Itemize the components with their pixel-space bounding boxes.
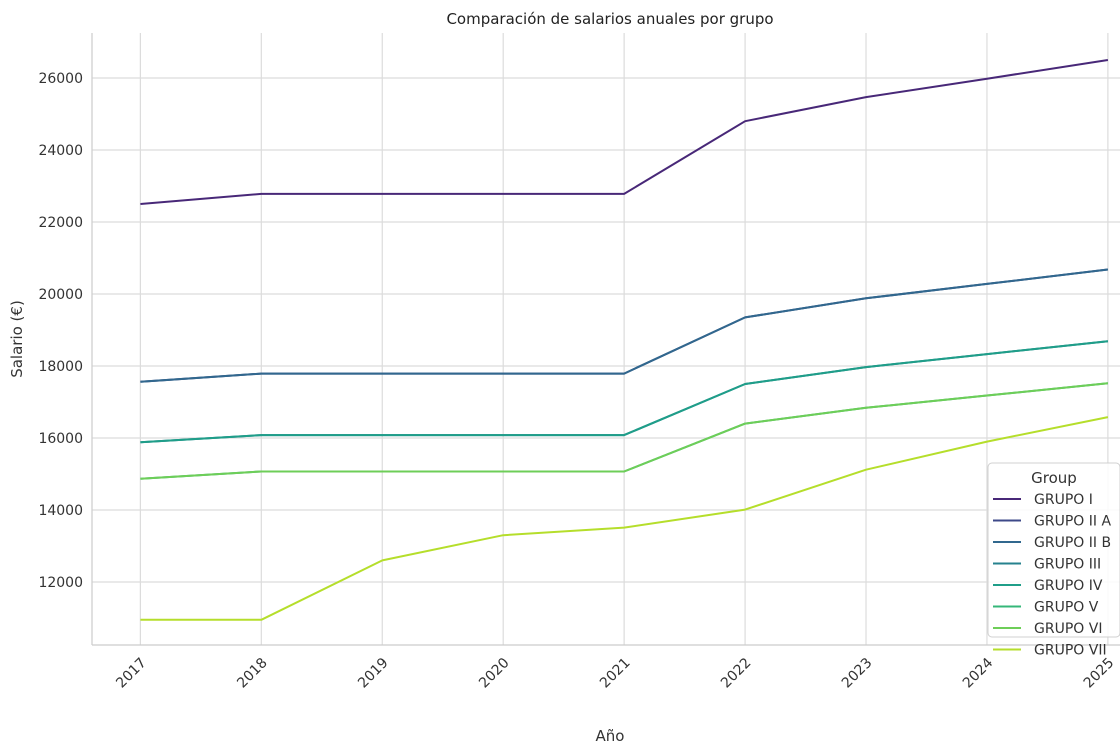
axes	[91, 33, 1120, 646]
legend-label: GRUPO VII	[1034, 643, 1107, 659]
y-tick-label: 26000	[38, 71, 83, 87]
legend-box	[987, 462, 1120, 638]
series-line	[140, 382, 1109, 480]
y-tick-label: 14000	[38, 503, 83, 519]
x-tick-label: 2024	[960, 655, 997, 692]
x-tick-label: 2018	[234, 655, 271, 692]
legend-label: GRUPO II B	[1034, 535, 1111, 551]
y-axis-title: Salario (€)	[8, 300, 26, 378]
x-tick-label: 2020	[476, 655, 513, 692]
legend-label: GRUPO IV	[1034, 578, 1103, 594]
y-tick-label: 22000	[38, 215, 83, 231]
plot-background	[92, 33, 1120, 645]
y-tick-label: 20000	[38, 287, 83, 303]
legend-label: GRUPO V	[1034, 600, 1099, 616]
y-tick-label: 24000	[38, 143, 83, 159]
x-tick-label: 2022	[718, 655, 755, 692]
legend-label: GRUPO III	[1034, 557, 1101, 573]
series-line	[140, 340, 1109, 444]
series-line	[140, 268, 1109, 383]
chart-title: Comparación de salarios anuales por grup…	[446, 10, 773, 28]
x-tick-label: 2025	[1081, 655, 1118, 692]
legend: Group GRUPO I GRUPO II A GRUPO II B GRUPO I…	[987, 462, 1120, 659]
series-lines	[140, 59, 1109, 621]
grid	[92, 33, 1120, 645]
series-line	[140, 59, 1109, 205]
legend-title: Group	[1031, 469, 1077, 487]
x-tick-label: 2021	[597, 655, 634, 692]
x-tick-label: 2019	[355, 655, 392, 692]
x-tick-label: 2017	[113, 655, 150, 692]
x-tick-label: 2023	[839, 655, 876, 692]
legend-label: GRUPO II A	[1034, 514, 1111, 530]
y-tick-label: 18000	[38, 359, 83, 375]
y-tick-label: 12000	[38, 575, 83, 591]
legend-label: GRUPO VI	[1034, 621, 1102, 637]
y-tick-label: 16000	[38, 431, 83, 447]
series-line	[140, 416, 1109, 621]
x-axis-title: Año	[596, 727, 625, 745]
legend-label: GRUPO I	[1034, 492, 1093, 508]
